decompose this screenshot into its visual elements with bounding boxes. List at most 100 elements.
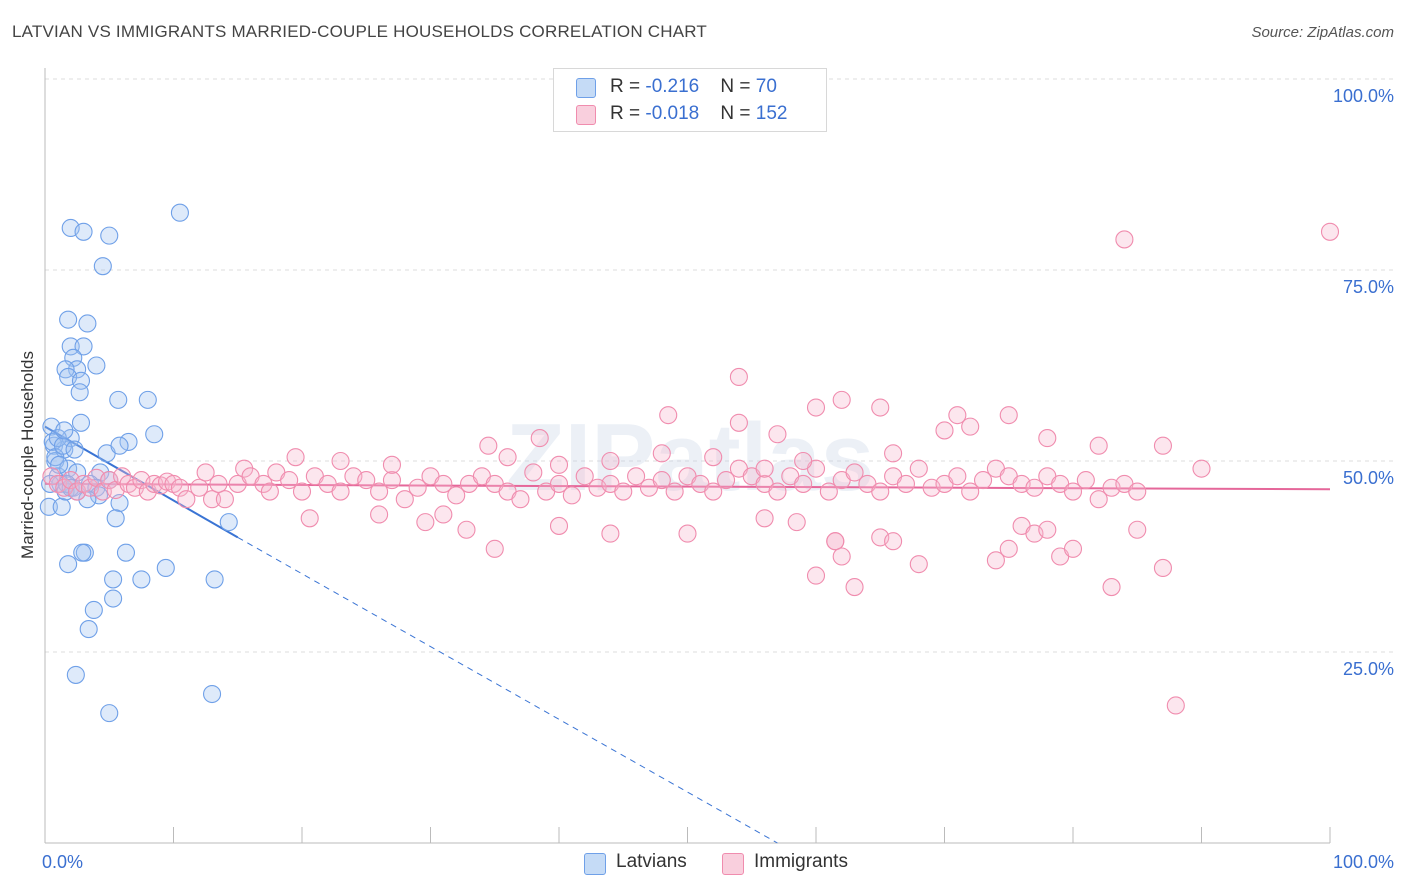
latvians-swatch	[576, 78, 596, 98]
immigrants-point	[768, 482, 787, 501]
immigrants-point	[871, 482, 890, 501]
immigrants-point	[961, 417, 980, 436]
immigrants-swatch	[722, 853, 744, 875]
immigrants-point	[832, 390, 851, 409]
gridlines	[45, 78, 1395, 653]
immigrants-point	[292, 482, 312, 501]
immigrants-point	[370, 482, 389, 501]
immigrants-point	[1038, 429, 1057, 448]
immigrants-point	[479, 436, 498, 455]
immigrants-point	[665, 482, 684, 501]
latvians-point	[104, 589, 123, 608]
x-tick-label-min: 0.0%	[42, 852, 84, 872]
immigrants-point	[549, 516, 569, 535]
latvians-point	[219, 513, 238, 532]
latvians-trend-extension	[237, 536, 778, 844]
immigrants-point	[768, 425, 787, 444]
latvians-point	[78, 490, 97, 509]
latvians-point	[138, 390, 157, 409]
immigrants-point	[113, 467, 132, 486]
immigrants-point	[884, 532, 903, 551]
latvians-point	[65, 440, 84, 459]
immigrants-point	[485, 539, 504, 558]
immigrants-point	[209, 474, 228, 493]
immigrants-point	[1063, 482, 1083, 501]
immigrants-point	[1115, 230, 1134, 249]
immigrants-point	[331, 482, 350, 501]
immigrants-point	[948, 467, 967, 486]
immigrants-point	[986, 551, 1005, 570]
immigrants-point	[909, 555, 928, 574]
immigrants-point	[215, 490, 234, 509]
immigrants-point	[511, 490, 530, 509]
immigrants-point	[845, 463, 864, 482]
immigrants-point	[1153, 436, 1172, 455]
latvians-point	[109, 390, 128, 409]
latvians-point	[52, 497, 71, 516]
immigrants-point	[806, 566, 826, 585]
immigrants-point	[704, 448, 723, 467]
latvians-point	[61, 429, 80, 448]
latvians-point	[110, 436, 129, 455]
x-tick-label-max: 100.0%	[1332, 852, 1394, 872]
immigrants-point	[382, 471, 402, 490]
legend-label: Immigrants	[754, 851, 848, 872]
immigrants-point	[434, 474, 453, 493]
immigrants-point	[896, 474, 916, 493]
immigrants-point	[1102, 578, 1121, 597]
latvians-point	[70, 383, 89, 402]
chart-title: LATVIAN VS IMMIGRANTS MARRIED-COUPLE HOU…	[12, 22, 707, 41]
immigrants-point	[909, 459, 928, 478]
immigrants-point	[196, 463, 215, 482]
immigrants-point	[704, 482, 723, 501]
data-points	[39, 203, 1340, 723]
n-label: N =	[720, 76, 756, 97]
immigrants-point	[260, 482, 279, 501]
immigrants-point	[755, 459, 774, 478]
immigrants-point	[524, 463, 543, 482]
y-axis-label: Married-couple Households	[18, 351, 37, 559]
immigrants-point	[416, 513, 435, 532]
immigrants-trend-line	[44, 482, 1331, 491]
y-tick-label: 25.0%	[1342, 659, 1394, 679]
latvians-point	[104, 570, 123, 589]
immigrants-swatch	[576, 105, 596, 125]
immigrants-point	[659, 406, 678, 425]
y-tick-label: 50.0%	[1342, 468, 1394, 488]
immigrants-point	[549, 455, 569, 474]
legend-row-latvians: R = -0.216 N = 70	[576, 75, 777, 101]
latvians-point	[100, 226, 119, 245]
latvians-point	[145, 425, 164, 444]
r-label: R =	[610, 76, 646, 97]
latvians-point	[116, 543, 136, 562]
axes	[44, 68, 1331, 844]
immigrants-point	[562, 486, 581, 505]
immigrants-point	[794, 474, 813, 493]
immigrants-point	[627, 467, 646, 486]
latvians-point	[132, 570, 151, 589]
latvians-point	[87, 356, 106, 375]
immigrants-point	[408, 478, 427, 497]
latvians-point	[59, 459, 78, 478]
immigrants-point	[973, 471, 993, 490]
immigrants-point	[235, 459, 254, 478]
immigrants-point	[395, 490, 414, 509]
latvians-point	[106, 509, 125, 528]
immigrants-point	[549, 474, 569, 493]
r-value: -0.018	[645, 103, 700, 124]
immigrants-point	[300, 509, 319, 528]
immigrants-point	[729, 367, 748, 387]
latvians-point	[79, 620, 98, 639]
latvians-point	[119, 432, 138, 451]
latvians-point	[203, 684, 222, 704]
immigrants-point	[935, 421, 954, 440]
immigrants-point	[434, 505, 453, 524]
immigrants-point	[678, 524, 697, 543]
immigrants-point	[884, 444, 903, 463]
immigrants-point	[1089, 436, 1108, 455]
immigrants-point	[1128, 482, 1147, 501]
immigrants-point	[729, 413, 748, 432]
watermark: ZIPatlas	[506, 404, 874, 511]
latvians-point	[71, 413, 91, 432]
latvians-point	[59, 555, 78, 574]
